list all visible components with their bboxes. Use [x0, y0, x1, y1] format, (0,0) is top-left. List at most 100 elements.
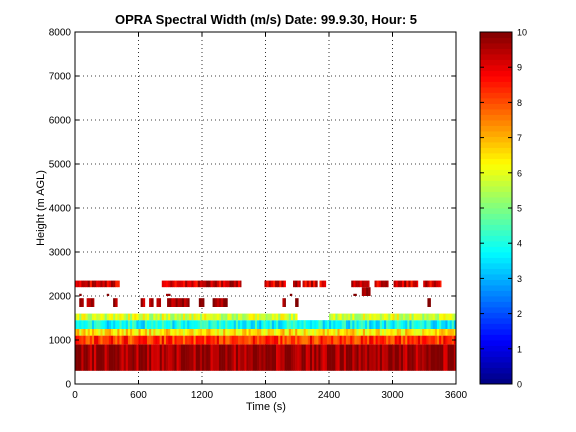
x-tick-label: 2400 [318, 390, 341, 401]
heatmap-cell [278, 344, 281, 371]
heatmap-cell [189, 335, 192, 345]
heatmap-cell [102, 329, 105, 336]
heatmap-cell [407, 344, 410, 371]
heatmap-cell [318, 320, 321, 329]
heatmap-cell [267, 344, 271, 371]
heatmap-cell [189, 320, 192, 329]
heatmap-cell [200, 298, 204, 307]
heatmap-cell [388, 335, 391, 345]
colorbar-swatch [480, 197, 512, 203]
heatmap-cell [382, 280, 386, 288]
heatmap-cell [176, 280, 180, 288]
heatmap-cell [398, 329, 402, 336]
heatmap-cell [136, 313, 139, 321]
heatmap-cell [166, 329, 169, 336]
heatmap-cell [151, 344, 154, 371]
heatmap-cell [142, 329, 146, 336]
heatmap-cell [412, 280, 416, 288]
heatmap-cell [149, 298, 152, 307]
heatmap-cell [436, 320, 440, 329]
heatmap-cell [144, 313, 148, 321]
heatmap-cell [193, 335, 196, 345]
heatmap-cell [225, 335, 228, 345]
heatmap-cell [163, 320, 167, 329]
heatmap-cell [218, 280, 222, 288]
heatmap-cell [447, 329, 450, 336]
heatmap-cell [171, 298, 174, 307]
heatmap-cell [214, 280, 218, 288]
heatmap-cell [440, 280, 442, 288]
heatmap-cell [384, 335, 387, 345]
heatmap-cell [83, 335, 86, 345]
heatmap-cell [87, 335, 91, 345]
colorbar-tick-label: 8 [517, 98, 522, 108]
heatmap-cell [447, 313, 450, 321]
heatmap-cell [304, 280, 308, 288]
heatmap-cell [193, 329, 196, 336]
heatmap-cell [318, 335, 321, 345]
heatmap-cell [98, 329, 101, 336]
heatmap-cell [163, 335, 167, 345]
heatmap-cell [293, 313, 296, 321]
heatmap-cell [352, 313, 355, 321]
heatmap-cell [104, 313, 108, 321]
heatmap-cell [204, 280, 207, 288]
heatmap-cell [273, 320, 277, 329]
heatmap-cell [199, 320, 203, 329]
heatmap-cell [250, 320, 254, 329]
heatmap-cell [443, 320, 446, 329]
colorbar-swatch [480, 92, 512, 99]
heatmap-cell [358, 320, 362, 329]
heatmap-cell [178, 335, 182, 345]
heatmap-cell [123, 313, 127, 321]
heatmap-cell [326, 344, 330, 371]
heatmap-cell [371, 329, 374, 336]
heatmap-cell [202, 320, 205, 329]
heatmap-cell [388, 313, 391, 321]
colorbar-swatch [480, 54, 512, 60]
heatmap-cell [278, 313, 281, 321]
heatmap-cell [308, 280, 312, 288]
heatmap-cell [286, 320, 290, 329]
heatmap-cell [94, 320, 97, 329]
heatmap-cell [353, 293, 356, 296]
heatmap-cell [273, 329, 277, 336]
heatmap-cell [303, 344, 307, 371]
heatmap-cell [172, 329, 175, 336]
heatmap-cell [331, 335, 334, 345]
heatmap-cell [322, 329, 326, 336]
heatmap-cell [307, 335, 311, 345]
heatmap-cell [212, 344, 215, 371]
heatmap-cell [377, 344, 381, 371]
heatmap-cell [254, 320, 258, 329]
heatmap-cell [212, 335, 215, 345]
heatmap-cell [280, 335, 283, 345]
heatmap-cell [288, 313, 292, 321]
heatmap-cell [159, 313, 163, 321]
heatmap-cell [329, 329, 332, 336]
heatmap-cell [176, 344, 180, 371]
heatmap-cell [125, 335, 129, 345]
heatmap-cell [237, 280, 241, 288]
heatmap-cell [229, 313, 232, 321]
heatmap-cell [314, 344, 317, 371]
heatmap-cell [221, 320, 224, 329]
heatmap-cell [409, 329, 412, 336]
heatmap-cell [276, 320, 279, 329]
heatmap-cell [415, 344, 419, 371]
heatmap-cell [113, 344, 116, 371]
heatmap-cell [368, 280, 370, 288]
heatmap-cell [161, 335, 165, 345]
heatmap-cell [445, 329, 448, 336]
heatmap-cell [174, 280, 177, 288]
heatmap-cell [359, 280, 363, 288]
heatmap-cell [98, 335, 101, 345]
heatmap-cell [408, 280, 411, 288]
y-tick-label: 8000 [49, 28, 72, 39]
heatmap-cell [384, 320, 387, 329]
colorbar-swatch [480, 340, 512, 346]
heatmap-cell [235, 320, 239, 329]
heatmap-cell [396, 329, 400, 336]
heatmap-cell [225, 320, 228, 329]
heatmap-cell [414, 280, 418, 288]
